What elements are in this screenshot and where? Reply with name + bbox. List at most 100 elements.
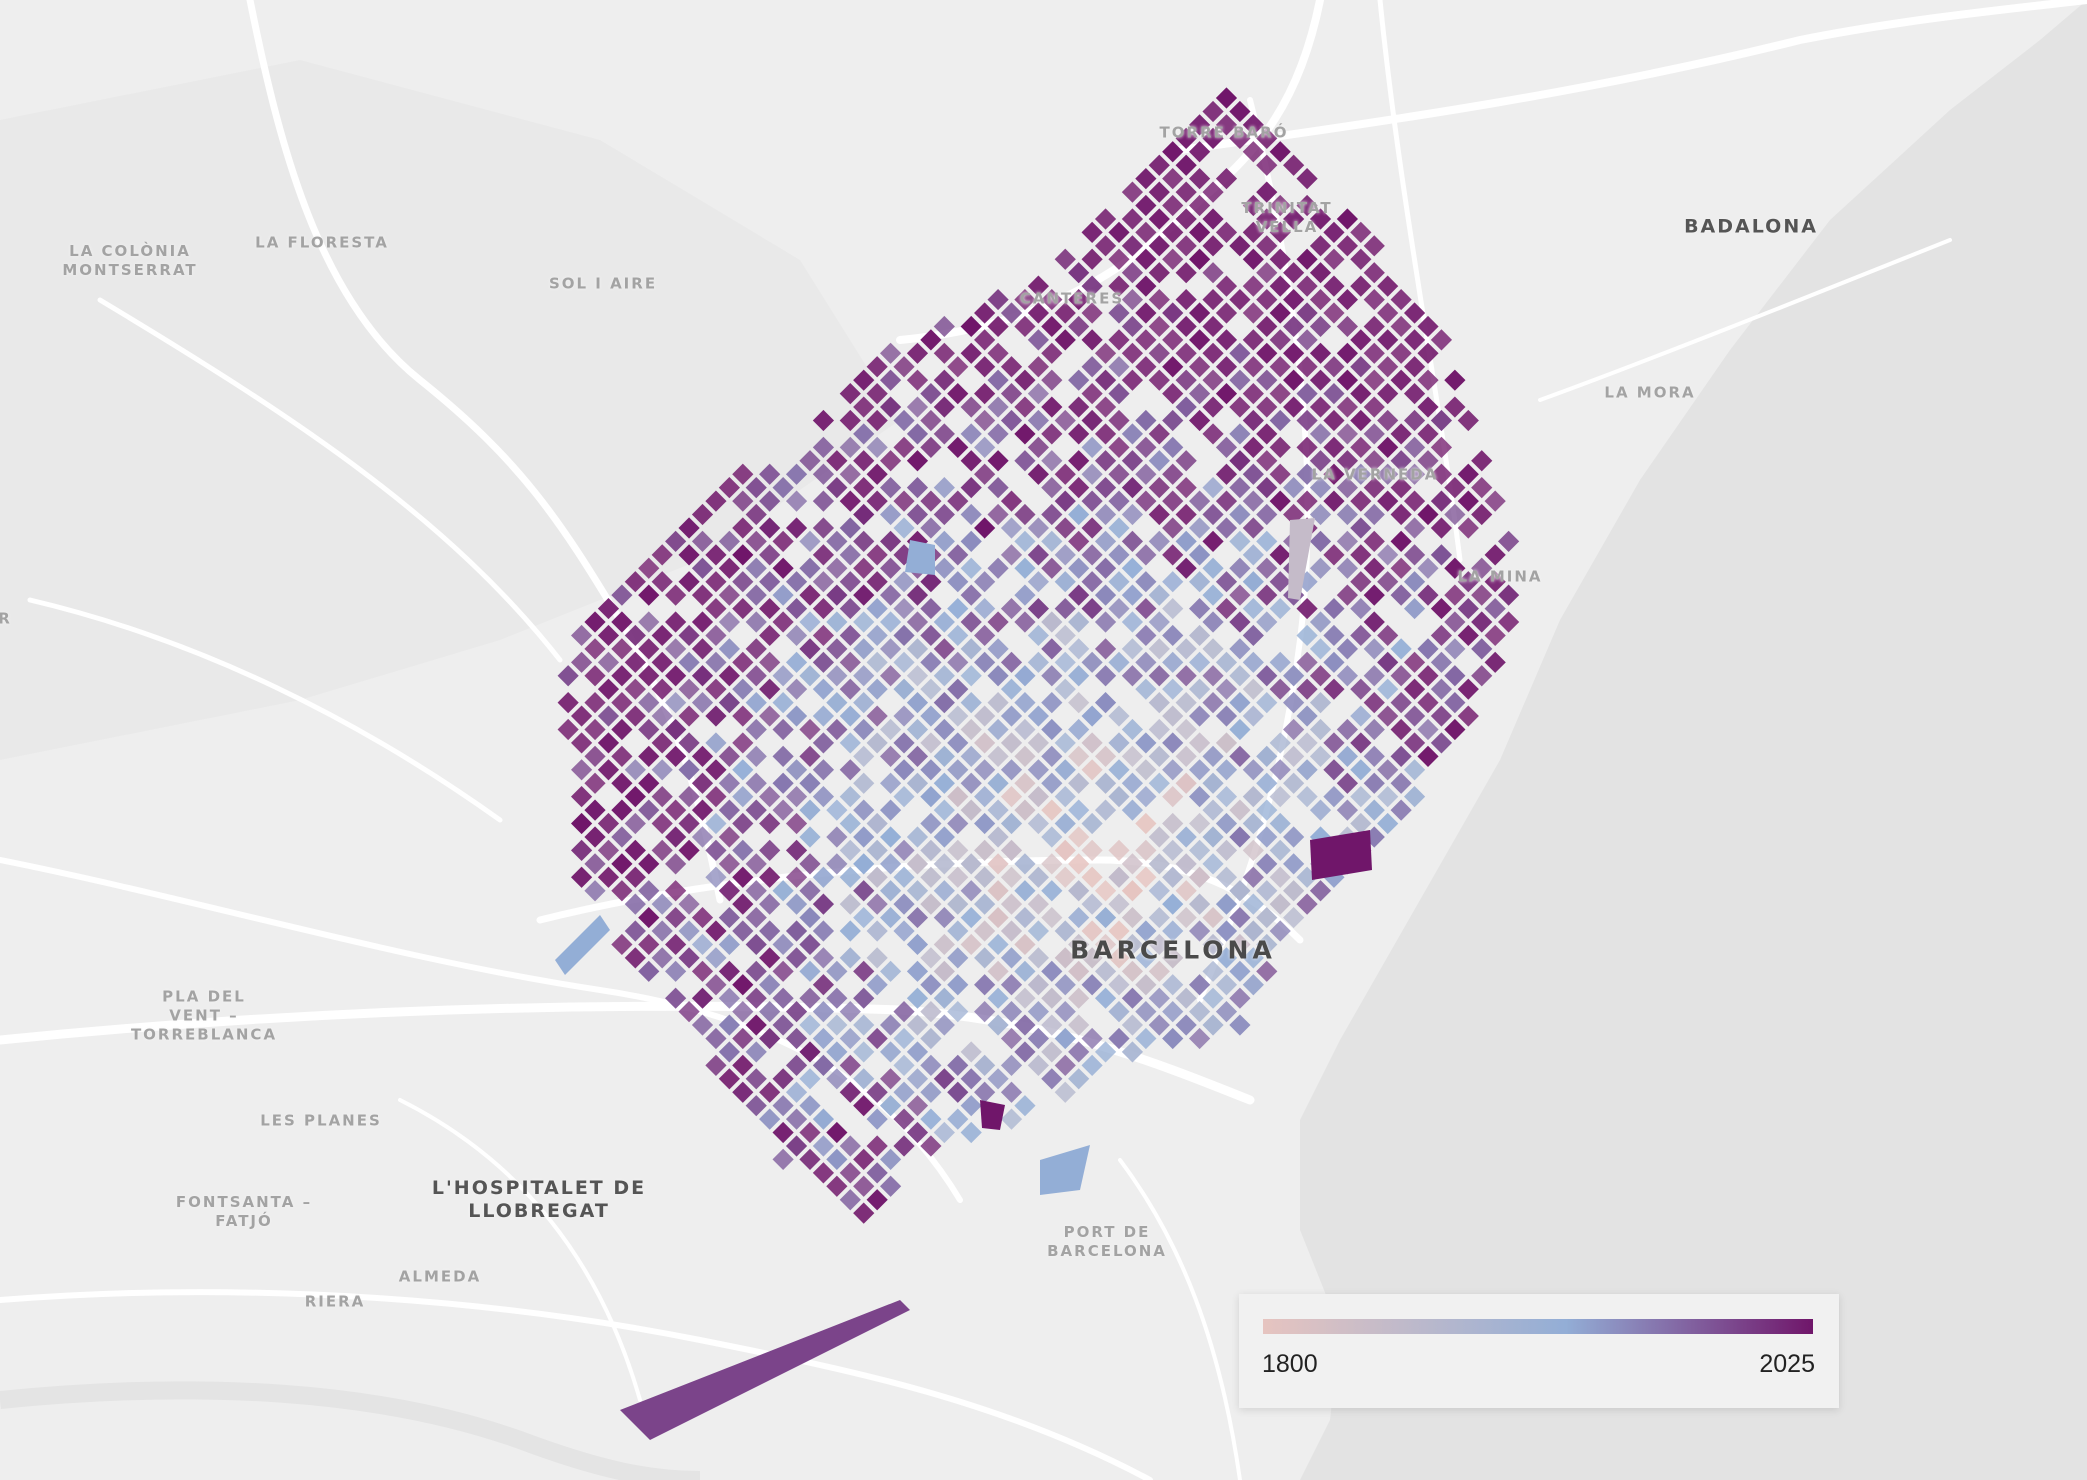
building-block [1242,275,1264,297]
building-block [745,477,767,499]
building-block [665,853,687,875]
building-block [1000,383,1023,405]
building-block [1027,651,1049,673]
building-block [799,1068,821,1090]
building-block [1014,557,1036,579]
building-block [732,866,754,888]
building-block [839,786,861,808]
building-block [879,960,902,982]
building-block [1256,557,1278,579]
building-block [1229,423,1251,445]
building-block [759,812,781,835]
building-block [732,974,754,996]
building-block [1041,1041,1063,1063]
building-block [826,987,848,1009]
building-block [920,974,942,996]
building-block [1336,423,1358,445]
building-block [1014,987,1036,1009]
building-block [960,557,982,579]
building-block [1296,624,1318,647]
building-block [678,1001,700,1023]
building-block [906,826,929,848]
building-block [1188,329,1211,351]
building-block [759,490,781,512]
building-block [1054,786,1076,808]
building-block [906,369,929,391]
building-block [1068,288,1090,311]
building-block [1094,987,1117,1009]
building-block [974,356,996,378]
building-block [651,705,673,727]
building-block [1014,1095,1036,1117]
building-block [974,409,996,432]
building-block [812,436,835,458]
building-block [893,624,915,647]
building-block [1269,463,1291,485]
building-block [1188,356,1211,378]
building-block [1162,866,1184,888]
building-block [1148,315,1170,338]
building-block [1498,584,1520,606]
building-block [1202,665,1224,687]
building-block [1363,584,1385,606]
building-block [1081,732,1103,754]
building-block [651,651,673,673]
building-block [1202,208,1224,230]
building-block [1444,665,1466,687]
building-block [853,1095,875,1117]
building-block [947,920,969,942]
building-block [1283,477,1305,499]
building-block [1256,745,1278,767]
building-block [853,1202,875,1224]
building-block [866,490,888,512]
building-block [1215,678,1238,700]
building-block [974,812,996,835]
building-block [678,893,700,915]
building-block [799,530,821,553]
building-block [1242,517,1264,539]
building-block [1188,705,1211,727]
building-block [853,960,875,982]
building-block [933,396,955,418]
building-block [1027,1001,1049,1023]
building-block [799,450,821,472]
building-block [1256,665,1278,687]
building-block [906,477,929,499]
building-block [732,732,754,754]
building-block [1229,127,1251,149]
building-block [799,880,821,902]
building-block [597,624,620,647]
place-label-la-mina: LA MINA [1457,567,1543,586]
building-block [705,920,727,942]
building-block [1296,732,1318,754]
place-label-les-planes: LES PLANES [260,1111,382,1130]
building-block [624,571,646,593]
building-block [933,557,955,579]
building-block [678,624,700,647]
building-block [1188,490,1211,512]
building-block [947,705,969,727]
building-block [853,987,875,1009]
building-block [1202,772,1224,794]
building-block [1390,530,1412,553]
building-block [1148,1014,1170,1036]
building-block [1135,839,1157,862]
building-block [1215,490,1238,512]
building-block [785,1054,808,1076]
building-block [759,651,781,673]
building-block [1121,987,1144,1009]
building-block [1323,490,1345,512]
building-block [1148,665,1170,687]
building-block [1175,396,1197,418]
building-block [638,611,660,633]
building-block [826,853,848,875]
building-block [611,799,633,821]
building-block [1323,221,1345,244]
building-block [839,490,861,512]
building-block [1148,638,1170,660]
building-block [1014,772,1036,794]
building-block [772,1014,794,1036]
building-block [960,450,982,472]
